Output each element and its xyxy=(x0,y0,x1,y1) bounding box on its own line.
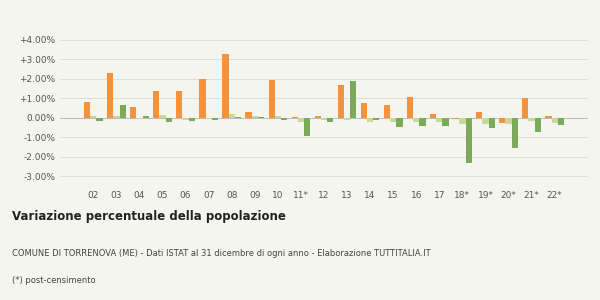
Bar xyxy=(153,92,160,118)
Bar xyxy=(275,116,281,118)
Bar xyxy=(551,118,558,123)
Bar xyxy=(235,117,241,118)
Bar xyxy=(269,80,275,118)
Bar xyxy=(505,118,512,124)
Bar xyxy=(558,118,564,124)
Bar xyxy=(107,73,113,118)
Bar xyxy=(522,98,529,118)
Bar xyxy=(160,115,166,118)
Bar xyxy=(212,118,218,120)
Bar xyxy=(373,118,379,120)
Bar xyxy=(229,114,235,118)
Bar xyxy=(367,118,373,122)
Bar xyxy=(298,118,304,122)
Bar xyxy=(499,118,505,123)
Bar xyxy=(407,97,413,118)
Bar xyxy=(321,118,327,120)
Bar xyxy=(476,112,482,118)
Bar xyxy=(453,118,459,119)
Bar xyxy=(545,116,551,118)
Bar xyxy=(130,107,136,118)
Bar xyxy=(344,118,350,120)
Bar xyxy=(113,116,119,118)
Bar xyxy=(436,118,442,122)
Bar xyxy=(529,118,535,121)
Bar xyxy=(304,118,310,136)
Bar xyxy=(281,118,287,120)
Bar xyxy=(338,85,344,118)
Bar xyxy=(189,118,195,121)
Bar xyxy=(84,102,90,118)
Bar xyxy=(199,79,206,118)
Text: Variazione percentuale della popolazione: Variazione percentuale della popolazione xyxy=(12,210,286,223)
Bar xyxy=(459,118,466,124)
Bar xyxy=(166,118,172,122)
Bar xyxy=(390,118,397,122)
Bar xyxy=(361,103,367,118)
Bar xyxy=(350,81,356,118)
Bar xyxy=(136,118,143,119)
Text: (*) post-censimento: (*) post-censimento xyxy=(12,276,95,285)
Bar xyxy=(413,118,419,122)
Text: COMUNE DI TORRENOVA (ME) - Dati ISTAT al 31 dicembre di ogni anno - Elaborazione: COMUNE DI TORRENOVA (ME) - Dati ISTAT al… xyxy=(12,249,431,258)
Bar xyxy=(292,117,298,118)
Bar xyxy=(206,118,212,119)
Bar xyxy=(482,118,488,124)
Bar xyxy=(419,118,425,125)
Bar xyxy=(442,118,449,125)
Bar xyxy=(488,118,495,128)
Bar xyxy=(314,116,321,118)
Bar xyxy=(327,118,334,122)
Bar xyxy=(258,117,264,118)
Bar xyxy=(119,105,126,118)
Bar xyxy=(223,54,229,118)
Bar xyxy=(182,118,189,120)
Bar xyxy=(384,105,390,118)
Bar xyxy=(430,114,436,118)
Bar xyxy=(143,116,149,118)
Bar xyxy=(251,116,258,118)
Bar xyxy=(512,118,518,148)
Bar xyxy=(466,118,472,163)
Bar xyxy=(245,112,251,118)
Bar xyxy=(176,92,182,118)
Bar xyxy=(535,118,541,132)
Bar xyxy=(397,118,403,127)
Bar xyxy=(90,116,97,118)
Bar xyxy=(97,118,103,121)
